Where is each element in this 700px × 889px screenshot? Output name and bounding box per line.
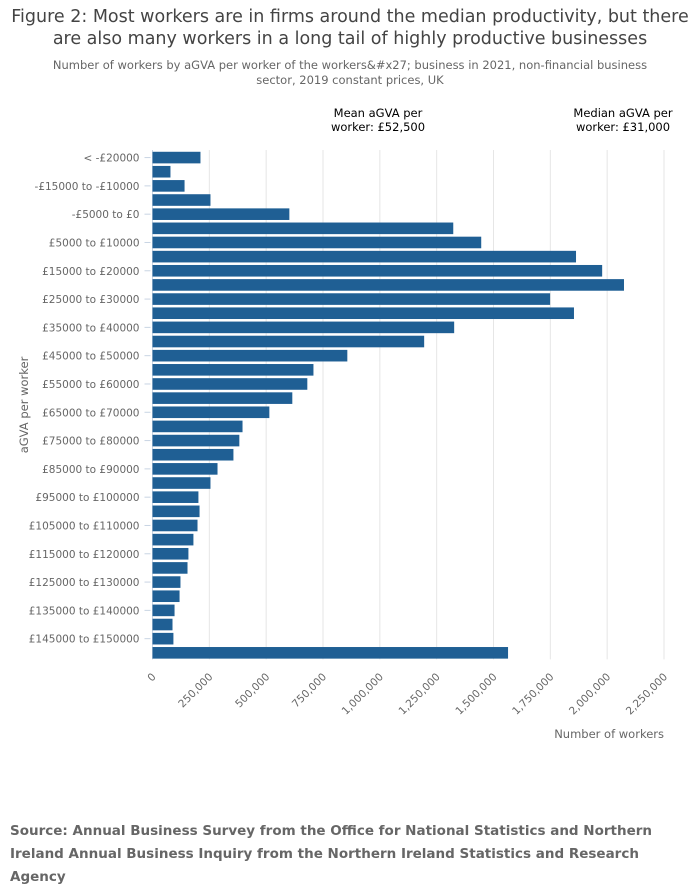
bar — [152, 378, 308, 390]
bar — [152, 547, 189, 560]
x-tick-label: 500,000 — [233, 671, 272, 710]
bar — [152, 293, 551, 305]
bar — [152, 647, 509, 659]
y-tick-label: £25000 to £30000 — [42, 294, 139, 306]
bar — [152, 180, 185, 192]
y-tick-label: £65000 to £70000 — [42, 407, 139, 419]
bar — [152, 250, 577, 263]
bar — [152, 406, 270, 419]
bar — [152, 321, 455, 334]
mean-annotation: Mean aGVA per worker: £52,500 — [330, 106, 426, 134]
bar — [152, 194, 211, 206]
y-tick-label: £85000 to £90000 — [42, 464, 139, 476]
y-tick-label: £55000 to £60000 — [42, 379, 139, 391]
x-tick-label: 250,000 — [176, 671, 215, 710]
bar — [152, 392, 293, 404]
x-tick-label: 2,000,000 — [567, 671, 613, 717]
x-tick-label: 0 — [145, 671, 158, 684]
bar — [152, 519, 198, 532]
x-tick-label: 1,000,000 — [340, 671, 386, 717]
bar — [152, 151, 201, 164]
y-tick-label: £15000 to £20000 — [42, 266, 139, 278]
bar — [152, 533, 194, 546]
bar-chart: < -£20000 -£15000 to -£10000 -£5000 to £0 £… — [17, 150, 670, 741]
bar — [152, 236, 482, 249]
y-tick-label: £125000 to £130000 — [29, 577, 140, 589]
bar — [152, 279, 624, 291]
bar — [152, 222, 454, 235]
median-annotation: Median aGVA per worker: £31,000 — [573, 106, 673, 134]
y-tick-label: £95000 to £100000 — [35, 492, 139, 504]
bar — [152, 420, 243, 433]
bar — [152, 505, 200, 518]
y-tick-label: -£5000 to £0 — [72, 209, 140, 221]
y-tick-label: £75000 to £80000 — [42, 436, 139, 448]
bar — [152, 632, 174, 645]
bar — [152, 576, 181, 588]
y-tick-label: £145000 to £150000 — [29, 634, 140, 646]
bar — [152, 165, 171, 178]
y-tick-label: < -£20000 — [83, 153, 139, 165]
bar — [152, 364, 314, 376]
bar — [152, 448, 234, 461]
x-tick-label: 1,500,000 — [453, 671, 499, 717]
chart-title: Figure 2: Most workers are in firms arou… — [11, 7, 689, 49]
bar — [152, 590, 180, 603]
x-tick-label: 1,250,000 — [397, 671, 443, 717]
bar — [152, 349, 348, 362]
x-tick-label: 1,750,000 — [510, 671, 556, 717]
y-tick-label: £35000 to £40000 — [42, 322, 139, 334]
bar — [152, 604, 175, 617]
y-axis-title: aGVA per worker — [17, 356, 31, 453]
y-tick-label: £115000 to £120000 — [29, 549, 140, 561]
bar — [152, 618, 173, 631]
source-note: Source: Annual Business Survey from the … — [10, 823, 653, 885]
x-tick-label: 750,000 — [290, 671, 329, 710]
bar — [152, 208, 290, 220]
chart-subtitle: Number of workers by aGVA per worker of … — [52, 58, 648, 87]
y-tick-label: £105000 to £110000 — [29, 520, 140, 532]
x-tick-label: 2,250,000 — [624, 671, 670, 717]
bar — [152, 264, 603, 277]
bar — [152, 335, 425, 348]
bar — [152, 307, 574, 320]
bar — [152, 491, 199, 503]
bar — [152, 463, 218, 475]
y-tick-label: £5000 to £10000 — [49, 237, 140, 249]
y-tick-label: £135000 to £140000 — [29, 605, 140, 617]
x-axis-title: Number of workers — [554, 727, 664, 741]
bar — [152, 562, 188, 574]
y-tick-label: £45000 to £50000 — [42, 351, 139, 363]
bar — [152, 477, 211, 489]
bar — [152, 434, 240, 447]
y-tick-label: -£15000 to -£10000 — [35, 181, 140, 193]
